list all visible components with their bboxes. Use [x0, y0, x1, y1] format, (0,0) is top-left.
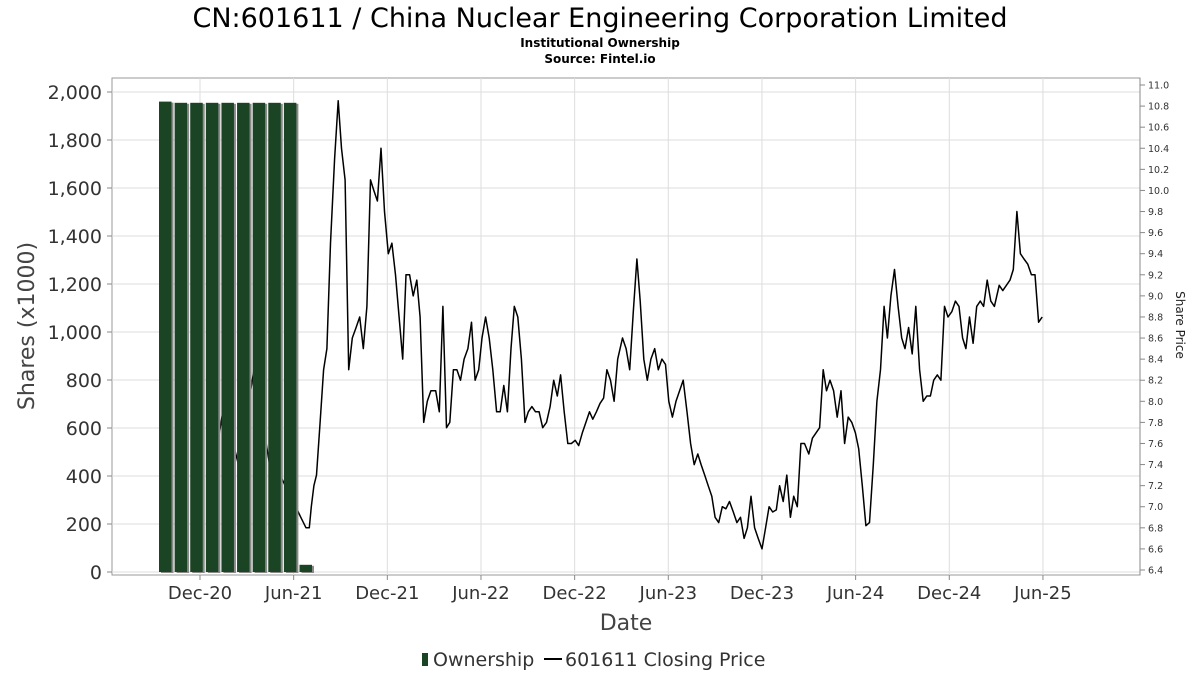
right-tick-label: 6.6: [1148, 544, 1163, 555]
legend: Ownership 601611 Closing Price: [422, 649, 765, 671]
x-tick-label: Dec-23: [730, 583, 794, 604]
left-tick-label: 400: [66, 466, 102, 488]
left-tick-label: 800: [66, 370, 102, 392]
chart-title: CN:601611 / China Nuclear Engineering Co…: [192, 3, 1007, 34]
left-tick-label: 1,200: [48, 274, 102, 296]
right-axis: 6.4 6.6 6.8 7.0 7.2 7.4 7.6 7.8 8.0 8.2 8.4 8.6 8.8 9…: [1139, 78, 1169, 577]
x-axis-label: Date: [600, 611, 653, 636]
right-tick-label: 11.0: [1148, 81, 1169, 92]
legend-ownership-swatch: [422, 653, 428, 666]
right-tick-label: 10.8: [1148, 102, 1169, 113]
ownership-bar: [283, 102, 297, 573]
left-tick-label: 1,000: [48, 322, 102, 344]
x-tick-label: Jun-21: [264, 583, 323, 604]
right-tick-label: 8.6: [1148, 334, 1163, 345]
legend-ownership-label: Ownership: [433, 649, 534, 671]
right-tick-label: 8.4: [1148, 355, 1163, 366]
x-tick-label: Dec-24: [917, 583, 981, 604]
right-tick-label: 7.4: [1148, 460, 1163, 471]
left-tick-label: 1,800: [48, 130, 102, 152]
x-tick-label: Jun-22: [451, 583, 510, 604]
right-tick-label: 6.8: [1148, 523, 1163, 534]
x-tick-label: Jun-23: [639, 583, 698, 604]
chart-subtitle: Institutional Ownership: [520, 36, 680, 50]
right-tick-label: 8.2: [1148, 376, 1163, 387]
y-axis-label-right: Share Price: [1173, 291, 1187, 359]
right-tick-label: 9.2: [1148, 270, 1163, 281]
right-tick-label: 8.8: [1148, 312, 1163, 323]
right-tick-label: 10.4: [1148, 144, 1169, 155]
ownership-bar: [221, 102, 234, 573]
ownership-bar: [299, 564, 312, 572]
price-line-group: [206, 100, 1043, 550]
ownership-bar: [190, 102, 203, 573]
right-tick-label: 9.6: [1148, 228, 1163, 239]
left-tick-label: 200: [66, 514, 102, 536]
right-tick-label: 7.6: [1148, 439, 1163, 450]
ownership-bar: [174, 102, 188, 573]
right-tick-label: 7.2: [1148, 481, 1163, 492]
grid-lines: [112, 78, 1140, 575]
right-tick-label: 6.4: [1148, 566, 1163, 577]
chart-source: Source: Fintel.io: [544, 52, 655, 66]
left-tick-label: 600: [66, 418, 102, 440]
right-tick-label: 10.2: [1148, 165, 1169, 176]
right-tick-label: 9.8: [1148, 207, 1163, 218]
left-axis: 0 200 400 600 800 1,000 1,200 1,400 1,600 1,800 2,…: [48, 82, 112, 584]
x-tick-label: Jun-25: [1013, 583, 1072, 604]
ownership-bar: [268, 102, 281, 573]
right-tick-label: 8.0: [1148, 397, 1163, 408]
right-tick-label: 9.4: [1148, 249, 1163, 260]
x-tick-label: Jun-24: [826, 583, 885, 604]
x-tick-label: Dec-21: [355, 583, 419, 604]
ownership-bar: [159, 101, 172, 572]
left-tick-label: 0: [90, 562, 102, 584]
right-tick-label: 7.0: [1148, 502, 1163, 513]
x-tick-label: Dec-22: [543, 583, 607, 604]
ownership-bars: [159, 101, 314, 574]
right-tick-label: 9.0: [1148, 291, 1163, 302]
ownership-bar: [252, 102, 266, 573]
y-axis-label-left: Shares (x1000): [15, 242, 40, 410]
right-tick-label: 10.6: [1148, 123, 1169, 134]
ownership-bar: [205, 102, 219, 573]
price-line: [206, 100, 1043, 550]
x-axis: Dec-20 Jun-21 Dec-21 Jun-22 Dec-22 Jun-23 Dec-…: [168, 575, 1072, 604]
right-tick-label: 10.0: [1148, 186, 1169, 197]
legend-price-label: 601611 Closing Price: [565, 649, 765, 671]
ownership-bar: [237, 102, 250, 573]
left-tick-label: 1,600: [48, 178, 102, 200]
x-tick-label: Dec-20: [168, 583, 232, 604]
right-tick-label: 7.8: [1148, 418, 1163, 429]
left-tick-label: 2,000: [48, 82, 102, 104]
left-tick-label: 1,400: [48, 226, 102, 248]
